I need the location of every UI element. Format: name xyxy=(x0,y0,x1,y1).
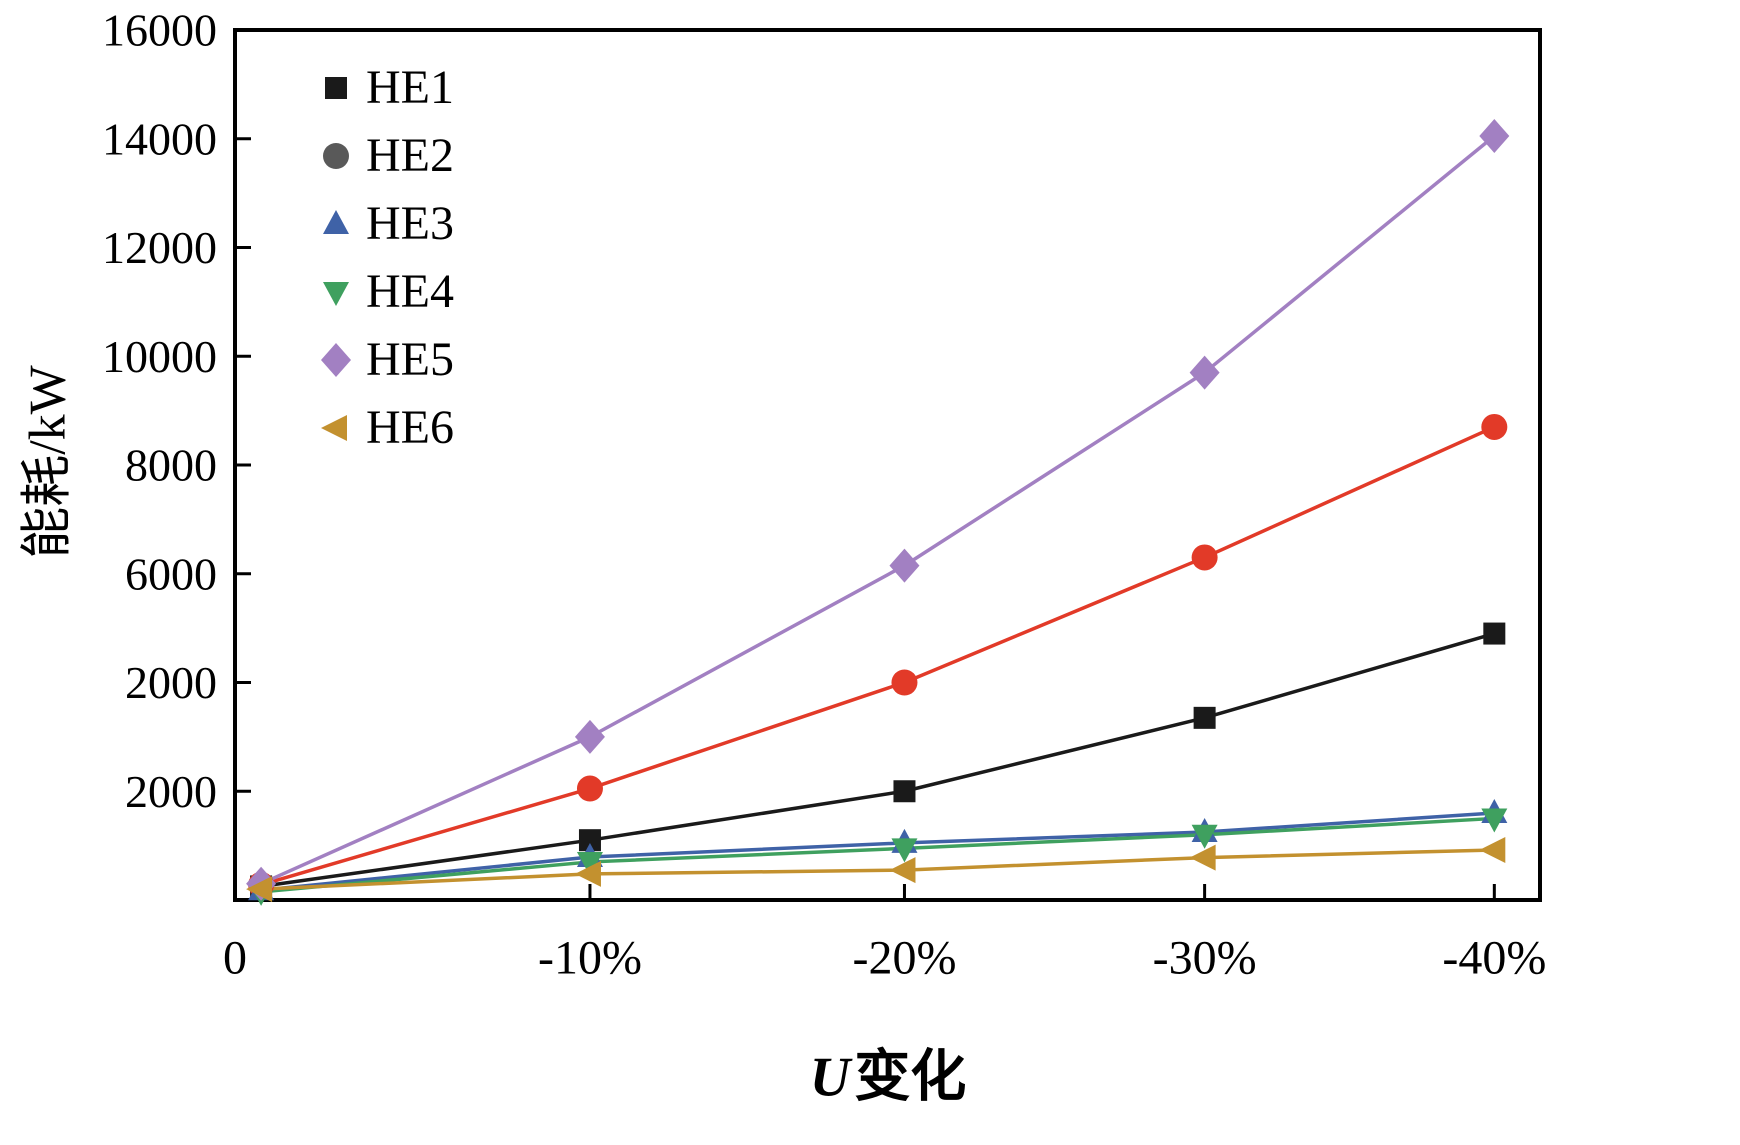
marker-HE2-circle-icon xyxy=(1191,544,1218,571)
x-tick-label: -40% xyxy=(1442,932,1546,985)
marker-HE6-triangle-left-icon xyxy=(1189,844,1216,871)
marker-HE1-square-icon xyxy=(1193,706,1216,729)
legend: HE1 HE2 HE3 HE4 HE5 HE6 xyxy=(318,54,454,462)
HE1-swatch xyxy=(325,77,347,99)
marker-HE1-square-icon xyxy=(893,780,916,803)
series-line-HE3 xyxy=(259,811,1497,892)
HE2-swatch xyxy=(323,143,349,169)
legend-label: HE2 xyxy=(366,129,454,182)
legend-label: HE5 xyxy=(366,333,454,386)
HE3-swatch xyxy=(323,210,349,234)
legend-label: HE1 xyxy=(366,61,454,114)
legend-marker-square-icon xyxy=(318,70,354,106)
legend-marker-diamond-icon xyxy=(318,342,354,378)
x-tick-label: -20% xyxy=(852,932,956,985)
legend-marker-circle-icon xyxy=(318,138,354,174)
legend-label: HE6 xyxy=(366,401,454,454)
x-tick-label: -10% xyxy=(538,932,642,985)
series-line-HE6 xyxy=(259,848,1497,891)
legend-marker-triangle-up-icon xyxy=(318,206,354,242)
HE5-swatch xyxy=(321,343,351,377)
y-tick-label: 6000 xyxy=(125,548,217,599)
marker-HE1-square-icon xyxy=(1483,622,1506,645)
x-tick-label: -30% xyxy=(1153,932,1257,985)
marker-HE6-triangle-left-icon xyxy=(1479,836,1506,863)
marker-HE4-triangle-down-icon xyxy=(1481,808,1508,833)
legend-item: HE6 xyxy=(318,394,454,462)
marker-HE2-circle-icon xyxy=(1481,413,1508,440)
marker-HE4-triangle-down-icon xyxy=(891,838,918,863)
y-tick-label: 2000 xyxy=(125,766,217,817)
y-tick-label: 14000 xyxy=(102,113,217,164)
marker-HE6-triangle-left-icon xyxy=(889,857,916,884)
marker-HE4-triangle-down-icon xyxy=(576,851,603,876)
marker-HE4-triangle-down-icon xyxy=(1191,824,1218,849)
legend-marker-triangle-left-icon xyxy=(318,410,354,446)
HE4-swatch xyxy=(323,282,349,306)
y-tick-label: 2000 xyxy=(125,657,217,708)
legend-label: HE4 xyxy=(366,265,454,318)
marker-HE5-diamond-icon xyxy=(1189,355,1220,390)
marker-HE1-square-icon xyxy=(578,829,601,852)
y-tick-label: 16000 xyxy=(102,5,217,56)
y-tick-label: 10000 xyxy=(102,331,217,382)
marker-HE6-triangle-left-icon xyxy=(574,860,601,887)
legend-item: HE1 xyxy=(318,54,454,122)
legend-label: HE3 xyxy=(366,197,454,250)
marker-HE5-diamond-icon xyxy=(889,548,920,583)
x-tick-label: 0 xyxy=(223,932,247,985)
marker-HE5-diamond-icon xyxy=(574,719,605,754)
marker-HE5-diamond-icon xyxy=(1479,119,1510,154)
legend-item: HE5 xyxy=(318,326,454,394)
legend-item: HE2 xyxy=(318,122,454,190)
series-line-HE2 xyxy=(259,425,1497,887)
legend-marker-triangle-down-icon xyxy=(318,274,354,310)
marker-HE6-triangle-left-icon xyxy=(246,876,273,903)
legend-item: HE4 xyxy=(318,258,454,326)
y-tick-label: 12000 xyxy=(102,222,217,273)
legend-item: HE3 xyxy=(318,190,454,258)
marker-HE2-circle-icon xyxy=(576,775,603,802)
y-tick-label: 8000 xyxy=(125,440,217,491)
marker-HE2-circle-icon xyxy=(891,669,918,696)
HE6-swatch xyxy=(321,415,347,441)
